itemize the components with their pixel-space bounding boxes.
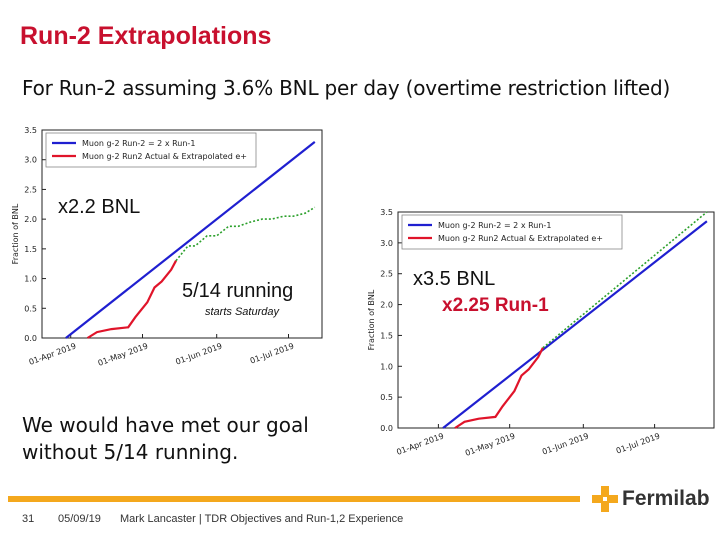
y-tick-label: 2.5 — [380, 270, 393, 279]
plot-frame — [397, 211, 715, 429]
series-line-red — [454, 347, 544, 429]
x-tick-label: 01-Apr 2019 — [28, 341, 78, 366]
footer-text: Mark Lancaster | TDR Objectives and Run-… — [120, 513, 404, 525]
x-tick-label: 01-May 2019 — [97, 341, 149, 367]
y-tick-label: 1.5 — [380, 331, 393, 340]
fermilab-logo: Fermilab — [592, 486, 710, 512]
slide-title: Run-2 Extrapolations — [20, 22, 272, 50]
y-tick-label: 1.0 — [380, 362, 393, 371]
y-tick-label: 3.5 — [380, 208, 393, 217]
page-number: 31 — [22, 513, 35, 525]
chart-left: 0.0 0.5 1.0 1.5 2.0 2.5 3.0 3.5 Fraction of BNL 0… — [11, 126, 323, 368]
y-tick-label: 0.0 — [24, 334, 37, 343]
y-tick-label: 2.0 — [380, 301, 393, 310]
left-multiplier-label: x2.2 BNL — [58, 196, 141, 218]
slide-subtitle: For Run-2 assuming 3.6% BNL per day (ove… — [22, 76, 671, 100]
footer-date: 05/09/19 — [58, 513, 101, 525]
x-tick-label: 01-May 2019 — [464, 431, 516, 457]
y-tick-label: 3.0 — [380, 239, 393, 248]
y-tick-label: 2.0 — [24, 215, 37, 224]
left-running-label: 5/14 running — [182, 280, 294, 302]
left-running-note: starts Saturday — [205, 306, 279, 318]
right-run1-label: x2.25 Run-1 — [442, 295, 549, 316]
y-tick-label: 0.5 — [380, 393, 393, 402]
fermilab-logo-text: Fermilab — [622, 487, 710, 510]
x-tick-label: 01-Jul 2019 — [249, 341, 295, 365]
y-tick-label: 2.5 — [24, 185, 37, 194]
x-tick-label: 01-Jul 2019 — [615, 431, 661, 455]
legend-label: Muon g-2 Run-2 = 2 x Run-1 — [438, 221, 551, 230]
legend-label: Muon g-2 Run-2 = 2 x Run-1 — [82, 139, 195, 148]
legend-box — [45, 132, 257, 168]
y-axis-label: Fraction of BNL — [11, 203, 20, 264]
series-line-blue — [65, 141, 316, 339]
y-tick-label: 1.0 — [24, 275, 37, 284]
goal-line-2: without 5/14 running. — [22, 440, 239, 464]
x-tick-label: 01-Apr 2019 — [395, 431, 445, 456]
legend-label: Muon g-2 Run2 Actual & Extrapolated e+ — [82, 152, 247, 161]
x-tick-label: 01-Jun 2019 — [541, 431, 590, 456]
legend-label: Muon g-2 Run2 Actual & Extrapolated e+ — [438, 234, 603, 243]
series-line-green — [542, 211, 708, 349]
y-tick-label: 0.0 — [380, 424, 393, 433]
series-line-green — [175, 206, 316, 262]
goal-line-1: We would have met our goal — [22, 413, 309, 437]
x-tick-label: 01-Jun 2019 — [174, 341, 223, 366]
chart-right: 0.0 0.5 1.0 1.5 2.0 2.5 3.0 3.5 Fraction of BNL 0… — [367, 208, 715, 458]
plot-frame — [41, 129, 323, 339]
goal-statement: We would have met our goal without 5/14 … — [22, 412, 309, 466]
fermilab-logo-icon — [592, 486, 618, 512]
legend-box — [401, 214, 623, 250]
series-line-red — [86, 260, 177, 339]
y-axis-label: Fraction of BNL — [367, 289, 376, 350]
y-tick-label: 3.0 — [24, 156, 37, 165]
right-multiplier-label: x3.5 BNL — [413, 268, 496, 290]
y-tick-label: 1.5 — [24, 245, 37, 254]
series-line-blue — [442, 220, 708, 429]
y-tick-label: 0.5 — [24, 304, 37, 313]
y-tick-label: 3.5 — [24, 126, 37, 135]
footer-bar — [8, 496, 580, 502]
